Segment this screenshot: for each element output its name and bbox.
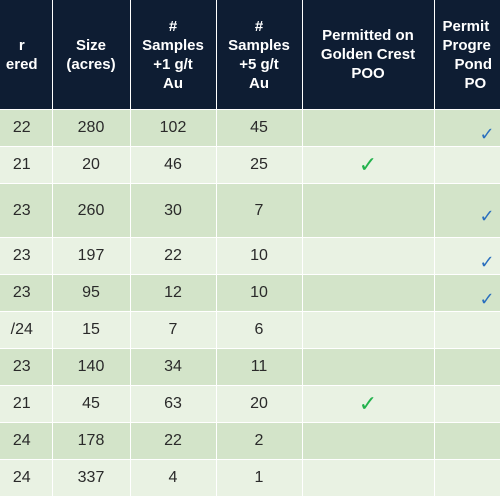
progress-pond-cell xyxy=(434,311,500,349)
samples-1gt-cell: 34 xyxy=(130,348,217,386)
progress-pond-cell xyxy=(434,348,500,386)
table-body: 22 280 102 45 ✓ 21 20 46 25 ✓ 23 260 30 7 ✓ 23 197 22 10 ✓ 2… xyxy=(0,109,500,497)
checkmark-icon: ✓ xyxy=(358,152,378,177)
size-cell: 95 xyxy=(52,274,131,312)
samples-1gt-cell: 22 xyxy=(130,237,217,275)
progress-pond-cell: ✓ xyxy=(434,109,500,147)
progress-pond-cell xyxy=(434,385,500,423)
header-samples-1gt: # Samples +1 g/t Au xyxy=(130,0,217,110)
progress-pond-cell: ✓ xyxy=(434,237,500,275)
progress-pond-cell: ✓ xyxy=(434,274,500,312)
size-cell: 260 xyxy=(52,183,131,238)
samples-5gt-cell: 6 xyxy=(216,311,303,349)
table-row: 22 280 102 45 ✓ xyxy=(0,109,500,147)
header-samples-5gt: # Samples +5 g/t Au xyxy=(216,0,303,110)
golden-crest-cell xyxy=(302,348,435,386)
size-cell: 280 xyxy=(52,109,131,147)
checkmark-icon: ✓ xyxy=(358,391,378,416)
samples-5gt-cell: 20 xyxy=(216,385,303,423)
samples-5gt-cell: 11 xyxy=(216,348,303,386)
progress-pond-cell xyxy=(434,422,500,460)
year-cell: 21 xyxy=(0,146,53,184)
size-cell: 45 xyxy=(52,385,131,423)
samples-5gt-cell: 1 xyxy=(216,459,303,497)
checkmark-icon: ✓ xyxy=(479,251,495,272)
table-row: 23 140 34 11 xyxy=(0,348,500,386)
samples-5gt-cell: 45 xyxy=(216,109,303,147)
year-cell: 21 xyxy=(0,385,53,423)
samples-5gt-cell: 25 xyxy=(216,146,303,184)
samples-5gt-cell: 7 xyxy=(216,183,303,238)
year-cell: 23 xyxy=(0,183,53,238)
header-row: r ered Size (acres) # Samples +1 g/t Au … xyxy=(0,0,500,110)
table-row: 24 178 22 2 xyxy=(0,422,500,460)
samples-1gt-cell: 22 xyxy=(130,422,217,460)
golden-crest-cell xyxy=(302,237,435,275)
size-cell: 15 xyxy=(52,311,131,349)
golden-crest-cell xyxy=(302,274,435,312)
golden-crest-cell xyxy=(302,183,435,238)
samples-1gt-cell: 46 xyxy=(130,146,217,184)
progress-pond-cell: ✓ xyxy=(434,183,500,238)
golden-crest-cell xyxy=(302,459,435,497)
table-row: 21 20 46 25 ✓ xyxy=(0,146,500,184)
samples-5gt-cell: 10 xyxy=(216,237,303,275)
year-cell: 24 xyxy=(0,422,53,460)
table-row: 21 45 63 20 ✓ xyxy=(0,385,500,423)
size-cell: 197 xyxy=(52,237,131,275)
checkmark-icon: ✓ xyxy=(479,123,495,144)
checkmark-icon: ✓ xyxy=(479,288,495,309)
table-row: 23 197 22 10 ✓ xyxy=(0,237,500,275)
year-cell: 23 xyxy=(0,274,53,312)
golden-crest-cell xyxy=(302,422,435,460)
header-permitted-golden-crest: Permitted on Golden Crest POO xyxy=(302,0,435,110)
golden-crest-cell xyxy=(302,311,435,349)
progress-pond-cell xyxy=(434,459,500,497)
samples-1gt-cell: 4 xyxy=(130,459,217,497)
table-row: 23 260 30 7 ✓ xyxy=(0,183,500,238)
golden-crest-cell: ✓ xyxy=(302,146,435,184)
year-cell: 23 xyxy=(0,348,53,386)
samples-5gt-cell: 10 xyxy=(216,274,303,312)
header-size: Size (acres) xyxy=(52,0,131,110)
samples-1gt-cell: 102 xyxy=(130,109,217,147)
checkmark-icon: ✓ xyxy=(479,206,495,226)
samples-1gt-cell: 30 xyxy=(130,183,217,238)
progress-pond-cell xyxy=(434,146,500,184)
golden-crest-cell: ✓ xyxy=(302,385,435,423)
size-cell: 20 xyxy=(52,146,131,184)
year-cell: 23 xyxy=(0,237,53,275)
size-cell: 140 xyxy=(52,348,131,386)
samples-5gt-cell: 2 xyxy=(216,422,303,460)
year-cell: 24 xyxy=(0,459,53,497)
table-row: /24 15 7 6 xyxy=(0,311,500,349)
table-row: 24 337 4 1 xyxy=(0,459,500,497)
year-cell: 22 xyxy=(0,109,53,147)
size-cell: 337 xyxy=(52,459,131,497)
header-permitted-progress-pond: Permit Progre Pond PO xyxy=(434,0,500,110)
table-row: 23 95 12 10 ✓ xyxy=(0,274,500,312)
golden-crest-cell xyxy=(302,109,435,147)
size-cell: 178 xyxy=(52,422,131,460)
samples-1gt-cell: 63 xyxy=(130,385,217,423)
samples-1gt-cell: 7 xyxy=(130,311,217,349)
year-cell: /24 xyxy=(0,311,53,349)
samples-1gt-cell: 12 xyxy=(130,274,217,312)
header-year-discovered: r ered xyxy=(0,0,53,110)
